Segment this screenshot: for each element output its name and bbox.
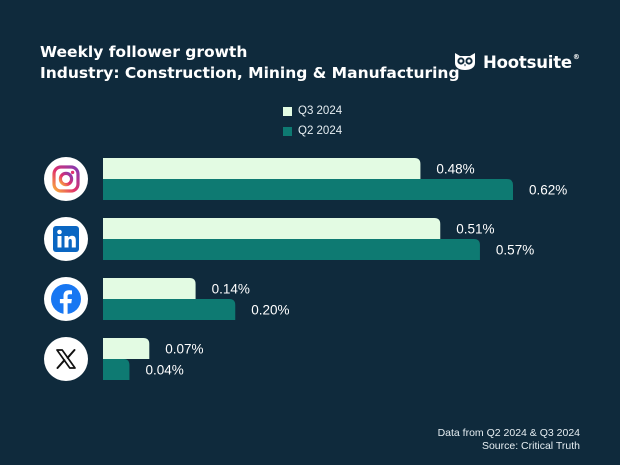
chart-footer: Data from Q2 2024 & Q3 2024 Source: Crit…	[438, 427, 580, 453]
instagram-icon	[44, 157, 88, 201]
bar-facebook-q3-2024	[103, 278, 196, 299]
footer-data-note: Data from Q2 2024 & Q3 2024	[437, 427, 580, 439]
bar-x-q3-2024	[103, 338, 150, 359]
data-label-linkedin-q3-2024: 0.51%	[456, 222, 494, 237]
x-icon	[44, 337, 88, 381]
chart-subtitle: Industry: Construction, Mining & Manufac…	[40, 64, 460, 82]
linkedin-icon	[44, 217, 88, 261]
legend-item-q2: Q2 2024	[283, 121, 342, 141]
data-label-facebook-q2-2024: 0.20%	[251, 303, 289, 318]
owl-icon	[452, 49, 478, 76]
data-label-x-q2-2024: 0.04%	[145, 363, 183, 378]
legend-label-q3: Q3 2024	[298, 105, 343, 117]
legend-swatch-q3	[283, 106, 292, 116]
legend-swatch-q2	[283, 126, 292, 136]
bar-instagram-q2-2024	[103, 179, 513, 200]
data-label-x-q3-2024: 0.07%	[165, 342, 203, 357]
bar-linkedin-q2-2024	[103, 239, 480, 260]
bar-facebook-q2-2024	[103, 299, 236, 320]
brand-name: Hootsuite®	[483, 53, 580, 72]
bar-x-q2-2024	[103, 359, 130, 380]
data-label-linkedin-q2-2024: 0.57%	[496, 243, 534, 258]
legend-item-q3: Q3 2024	[283, 101, 342, 121]
data-label-instagram-q2-2024: 0.62%	[529, 183, 567, 198]
footer-source: Source: Critical Truth	[481, 440, 580, 452]
facebook-icon	[44, 277, 88, 321]
hootsuite-logo: Hootsuite®	[452, 49, 580, 76]
chart-title-block: Weekly follower growth Industry: Constru…	[40, 42, 460, 84]
bar-instagram-q3-2024	[103, 158, 421, 179]
bar-linkedin-q3-2024	[103, 218, 441, 239]
data-label-instagram-q3-2024: 0.48%	[436, 162, 474, 177]
data-label-facebook-q3-2024: 0.14%	[212, 282, 250, 297]
legend-label-q2: Q2 2024	[298, 125, 343, 137]
chart-legend: Q3 2024 Q2 2024	[283, 101, 342, 141]
chart-title: Weekly follower growth	[40, 43, 248, 61]
